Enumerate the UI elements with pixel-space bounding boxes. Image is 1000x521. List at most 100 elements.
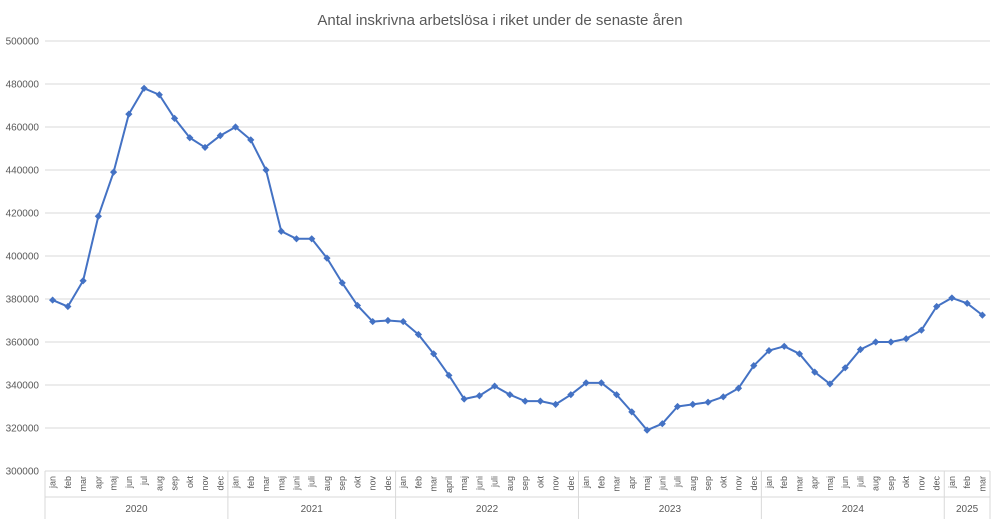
data-point-marker [277, 227, 285, 235]
x-tick-label: dec [215, 476, 225, 491]
y-axis-ticks: 300000 320000 340000 360000 380000 400000 4200… [6, 37, 40, 478]
y-tick-label: 360000 [6, 338, 40, 349]
x-tick-label: nov [734, 476, 744, 491]
y-tick-label: 500000 [6, 37, 40, 48]
x-tick-label: okt [185, 476, 195, 489]
data-point-marker [109, 168, 118, 176]
data-point-marker [506, 391, 514, 399]
x-tick-label: jun [840, 476, 850, 489]
data-point-marker [933, 302, 941, 311]
data-point-marker [765, 347, 773, 355]
x-tick-label: maj [642, 476, 652, 491]
data-point-marker [79, 277, 87, 285]
data-point-marker [399, 317, 407, 326]
data-point-marker [338, 279, 346, 287]
y-tick-label: 440000 [6, 166, 40, 177]
x-tick-label: mar [78, 476, 88, 492]
x-tick-label: maj [276, 476, 286, 491]
x-tick-label: feb [596, 476, 606, 489]
x-tick-label: juli [855, 476, 865, 488]
x-tick-label: juni [657, 476, 667, 491]
x-tick-label: mar [794, 476, 804, 492]
data-point-marker [445, 371, 453, 379]
data-point-marker [872, 338, 880, 346]
x-tick-label: jan [48, 476, 58, 489]
data-point-marker [155, 91, 163, 99]
data-point-marker [170, 114, 179, 122]
data-point-marker [887, 338, 895, 346]
x-tick-label: aug [154, 476, 164, 491]
x-tick-label: jan [398, 476, 408, 489]
x-tick-label: dec [383, 476, 393, 491]
data-point-marker [612, 391, 621, 399]
y-tick-label: 300000 [6, 467, 40, 478]
data-point-marker [567, 391, 575, 399]
series-layer [49, 84, 986, 434]
data-point-marker [719, 393, 727, 401]
x-tick-label: mar [977, 476, 987, 492]
x-tick-label: aug [871, 476, 881, 491]
x-tick-label: okt [535, 476, 545, 489]
data-point-marker [369, 317, 377, 326]
x-tick-label: aug [505, 476, 515, 491]
data-point-marker [552, 400, 560, 408]
x-tick-label: nov [200, 476, 210, 491]
data-point-marker [140, 84, 148, 92]
data-point-marker [353, 301, 362, 310]
x-tick-label: okt [718, 476, 728, 489]
data-point-marker [582, 379, 590, 387]
data-point-marker [460, 395, 468, 403]
data-point-marker [323, 254, 331, 262]
year-label: 2023 [659, 504, 682, 515]
data-point-marker [795, 350, 804, 358]
data-point-marker [643, 426, 651, 434]
year-label: 2024 [842, 504, 865, 515]
x-tick-label: maj [459, 476, 469, 491]
data-point-marker [902, 335, 910, 343]
data-point-marker [49, 296, 57, 304]
x-tick-label: nov [916, 476, 926, 491]
data-point-marker [64, 302, 72, 311]
x-tick-label: juli [490, 476, 500, 488]
data-point-marker [841, 364, 849, 372]
data-point-marker [521, 397, 529, 405]
y-tick-label: 420000 [6, 209, 40, 220]
data-point-marker [247, 136, 255, 144]
data-point-marker [673, 402, 682, 411]
year-label: 2021 [301, 504, 324, 515]
x-tick-label: feb [246, 476, 256, 489]
data-point-marker [536, 397, 544, 405]
x-tick-label: dec [566, 476, 576, 491]
data-point-marker [216, 132, 224, 140]
data-point-marker [750, 362, 758, 370]
x-tick-label: aug [322, 476, 332, 491]
x-tick-label: sep [170, 476, 180, 491]
data-point-marker [597, 379, 605, 387]
x-tick-label: jan [581, 476, 591, 489]
x-tick-label: mar [612, 476, 622, 492]
x-tick-label: apr [627, 476, 637, 489]
data-point-marker [125, 110, 133, 118]
x-tick-label: juli [673, 476, 683, 488]
x-tick-label: nov [551, 476, 561, 491]
data-point-marker [94, 212, 102, 220]
data-point-marker [292, 235, 301, 243]
y-tick-label: 400000 [6, 252, 40, 263]
x-tick-label: okt [901, 476, 911, 489]
x-tick-label: feb [962, 476, 972, 489]
y-tick-label: 340000 [6, 381, 40, 392]
x-tick-label: feb [779, 476, 789, 489]
x-tick-label: maj [109, 476, 119, 491]
x-tick-label: maj [825, 476, 835, 491]
x-tick-label: dec [749, 476, 759, 491]
data-point-marker [475, 392, 483, 400]
data-point-marker [948, 294, 956, 302]
y-tick-label: 320000 [6, 424, 40, 435]
x-tick-label: juni [291, 476, 301, 491]
data-point-marker [856, 345, 865, 354]
x-tick-label: jan [231, 476, 241, 489]
data-point-marker [917, 326, 926, 334]
data-point-marker [689, 400, 697, 408]
x-tick-label: apr [93, 476, 103, 489]
data-point-marker [826, 380, 834, 388]
